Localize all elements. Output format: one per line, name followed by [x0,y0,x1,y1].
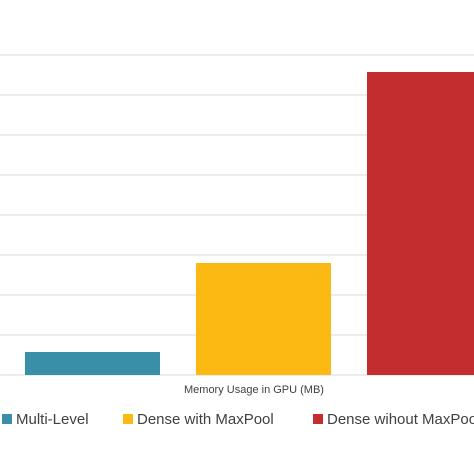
legend-swatch [2,414,12,424]
bar [25,352,160,375]
bar [196,263,331,375]
legend-label: Dense with MaxPool [137,411,274,428]
legend-label: Dense wihout MaxPool [327,411,474,428]
bar [367,72,474,375]
legend-swatch [123,414,133,424]
x-tick-label: Memory Usage in GPU (MB) [184,384,324,396]
legend-swatch [313,414,323,424]
legend-label: Multi-Level [16,411,89,428]
